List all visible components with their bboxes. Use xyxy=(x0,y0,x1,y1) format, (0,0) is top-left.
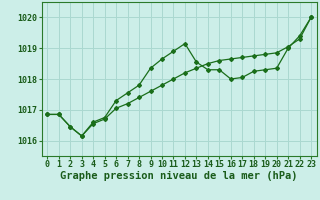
X-axis label: Graphe pression niveau de la mer (hPa): Graphe pression niveau de la mer (hPa) xyxy=(60,171,298,181)
